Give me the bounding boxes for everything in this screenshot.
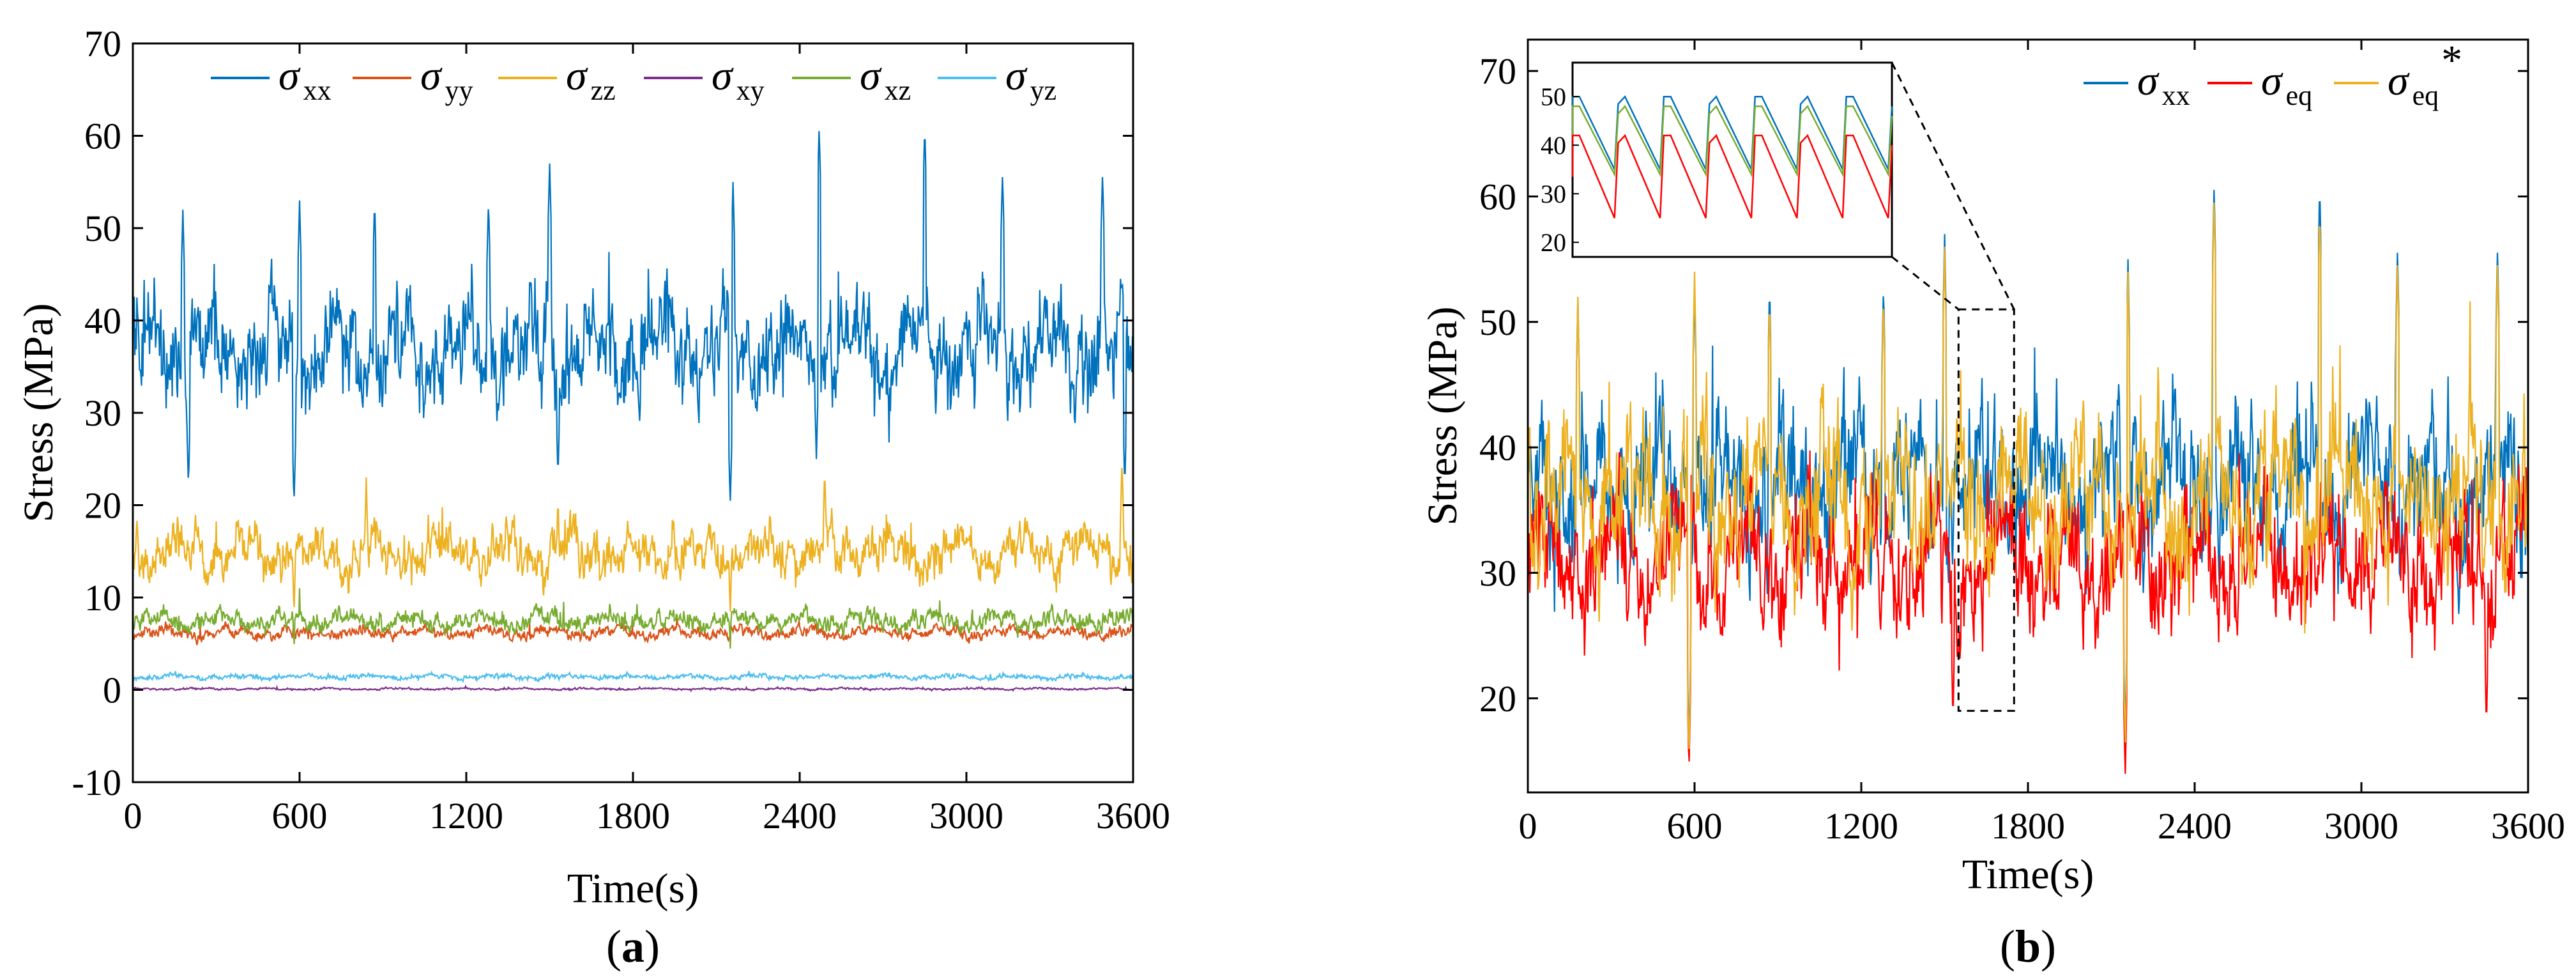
zoom-connector-top xyxy=(1891,62,2015,310)
x-tick-label: 3600 xyxy=(1096,795,1170,836)
y-tick-label: 60 xyxy=(84,116,121,157)
legend-entry-eq-star: σ eq* xyxy=(2334,37,2462,111)
chart-b-inset: 20 30 40 50 xyxy=(1541,61,1893,258)
x-tick-label: 0 xyxy=(1519,805,1537,847)
inset-y-tick-label: 30 xyxy=(1541,180,1566,208)
series-line-eq xyxy=(1528,450,2528,774)
legend-label: σ xx xyxy=(278,52,332,106)
legend-entry-xz: σ xz xyxy=(792,52,911,106)
x-tick-label: 600 xyxy=(272,795,328,836)
chart-b-y-axis-label: Stress (MPa) xyxy=(1419,307,1466,526)
chart-a-plot-area xyxy=(133,130,1133,693)
series-line-yz xyxy=(133,670,1133,683)
y-tick-label: 60 xyxy=(1479,176,1516,217)
x-tick-label: 1800 xyxy=(1991,805,2065,847)
legend-entry-xx: σ xx xyxy=(2084,58,2190,111)
y-tick-label: 40 xyxy=(1479,427,1516,468)
y-tick-label: 40 xyxy=(84,300,121,342)
chart-b-x-axis-label: Time(s) xyxy=(1962,851,2094,898)
chart-panel-a: 0 600 1200 1800 2400 3000 3600-100102030405060… xyxy=(15,23,1170,972)
zoom-rectangle xyxy=(1957,308,2015,712)
zoom-connector-bottom xyxy=(1891,256,1960,311)
y-tick-label: 30 xyxy=(1479,552,1516,594)
chart-a-x-axis-label: Time(s) xyxy=(567,865,699,912)
legend-entry-xx: σ xx xyxy=(211,52,332,106)
chart-a-y-axis-label: Stress (MPa) xyxy=(15,304,62,523)
legend-entry-yy: σ yy xyxy=(353,52,473,106)
chart-b-legend: σ xx σ eq σ eq* xyxy=(2084,37,2462,111)
x-tick-label: 1800 xyxy=(596,795,670,836)
x-tick-label: 3600 xyxy=(2491,805,2565,847)
x-tick-label: 3000 xyxy=(2324,805,2398,847)
y-tick-label: 0 xyxy=(103,670,121,711)
chart-b-plot-area xyxy=(1528,190,2528,774)
y-tick-label: -10 xyxy=(72,762,121,803)
legend-label: σ yz xyxy=(1005,52,1056,106)
y-tick-label: 30 xyxy=(84,392,121,434)
chart-b-zoom-indicator xyxy=(1891,62,2015,712)
series-line-xx xyxy=(133,130,1133,501)
legend-label: σ yy xyxy=(420,52,473,106)
y-tick-label: 70 xyxy=(1479,50,1516,92)
legend-label: σ eq* xyxy=(2388,37,2462,111)
inset-series-line xyxy=(1571,134,1893,219)
x-tick-label: 1200 xyxy=(1824,805,1898,847)
legend-label: σ xz xyxy=(860,52,911,106)
legend-entry-zz: σ zz xyxy=(498,52,616,106)
y-tick-label: 10 xyxy=(84,577,121,619)
chart-a-axes-frame xyxy=(132,42,1134,783)
inset-series-line xyxy=(1571,105,1893,178)
chart-b-ticks: 0 600 1200 1800 2400 3000 3600 20 30 40 50 60 70 xyxy=(1479,40,2565,847)
x-tick-label: 600 xyxy=(1667,805,1723,847)
y-tick-label: 70 xyxy=(84,23,121,65)
chart-a-ticks: 0 600 1200 1800 2400 3000 3600-100102030405060… xyxy=(72,23,1170,836)
legend-entry-xy: σ xy xyxy=(644,52,765,106)
legend-entry-eq: σ eq xyxy=(2207,58,2312,111)
legend-label: σ eq xyxy=(2261,58,2312,111)
y-tick-label: 20 xyxy=(1479,678,1516,720)
panel-label-a: (a) xyxy=(606,921,660,972)
legend-label: σ zz xyxy=(566,52,616,106)
x-tick-label: 1200 xyxy=(429,795,503,836)
y-tick-label: 50 xyxy=(1479,302,1516,343)
x-tick-label: 0 xyxy=(124,795,142,836)
panel-label-b: (b) xyxy=(2000,921,2056,972)
inset-y-tick-label: 20 xyxy=(1541,228,1566,257)
x-tick-label: 3000 xyxy=(929,795,1003,836)
y-tick-label: 50 xyxy=(84,208,121,249)
inset-y-tick-label: 50 xyxy=(1541,82,1566,111)
legend-label: σ xy xyxy=(712,52,765,106)
inset-y-tick-label: 40 xyxy=(1541,131,1566,160)
chart-panel-b: 0 600 1200 1800 2400 3000 3600 20 30 40 50 60 70 Tim… xyxy=(1419,37,2565,972)
series-line-zz xyxy=(133,468,1133,612)
legend-entry-yz: σ yz xyxy=(938,52,1056,106)
legend-label: σ xx xyxy=(2137,58,2190,111)
y-tick-label: 20 xyxy=(84,485,121,527)
series-line-yy xyxy=(133,615,1133,645)
x-tick-label: 2400 xyxy=(2158,805,2232,847)
x-tick-label: 2400 xyxy=(763,795,837,836)
series-line-xz xyxy=(133,588,1133,649)
chart-a-legend: σ xx σ yy σ zz σ xy σ xz σ yz xyxy=(211,52,1056,106)
series-line-xy xyxy=(133,684,1133,693)
series-line-eq-star xyxy=(1528,202,2528,750)
